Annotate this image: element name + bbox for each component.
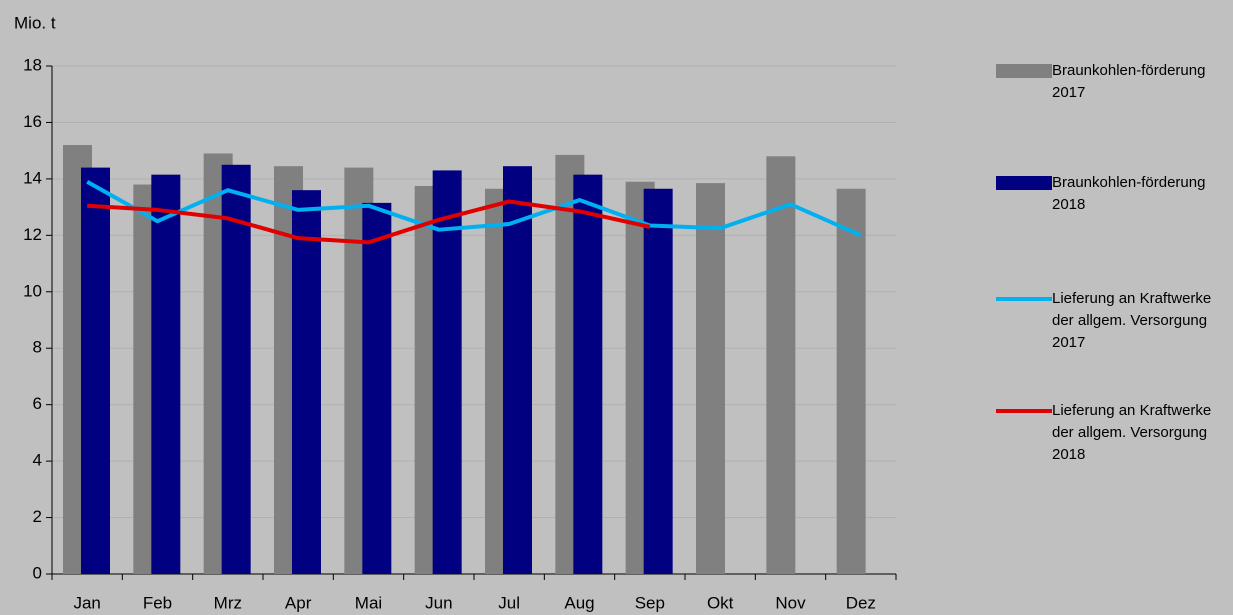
y-tick-label: 4 [33,451,42,470]
x-tick-label: Sep [635,593,665,612]
y-tick-label: 8 [33,338,42,357]
legend-label: Lieferung an Kraftwerke der allgem. Vers… [1052,290,1212,351]
x-tick-label: Feb [143,593,172,612]
legend-label: Braunkohlen-förderung 2017 [1052,62,1206,101]
x-tick-label: Jul [498,593,520,612]
legend-symbol [996,60,1052,82]
x-tick-label: Apr [285,593,312,612]
bar [836,188,866,574]
legend-symbol [996,400,1052,422]
bar [292,190,321,574]
x-tick-label: Mai [355,593,382,612]
x-tick-label: Okt [707,593,734,612]
x-tick-label: Dez [846,593,876,612]
bar [766,156,796,575]
legend-item: Braunkohlen-förderung 2017 [996,60,1212,104]
legend-label: Braunkohlen-förderung 2018 [1052,174,1206,213]
legend-item: Lieferung an Kraftwerke der allgem. Vers… [996,400,1212,466]
bar [643,188,673,574]
bar [503,166,532,574]
x-tick-label: Aug [564,593,594,612]
bar [573,174,603,574]
bar [151,174,181,574]
legend-item: Lieferung an Kraftwerke der allgem. Vers… [996,288,1212,354]
legend-symbol [996,172,1052,194]
bar [432,170,462,574]
y-tick-label: 14 [23,168,42,187]
legend-symbol [996,288,1052,310]
bar [81,167,110,574]
bar [696,183,725,574]
y-tick-label: 0 [33,563,42,582]
legend-label: Lieferung an Kraftwerke der allgem. Vers… [1052,402,1212,463]
legend-item: Braunkohlen-förderung 2018 [996,172,1212,216]
y-tick-label: 10 [23,281,42,300]
y-tick-label: 2 [33,507,42,526]
y-unit-title: Mio. t [14,13,56,32]
line [87,199,651,245]
y-tick-label: 12 [23,225,42,244]
y-tick-label: 16 [23,112,42,131]
line [86,179,862,238]
x-tick-label: Mrz [214,593,242,612]
bar [221,164,251,574]
y-tick-label: 6 [33,394,42,413]
bar [362,202,392,574]
x-tick-label: Jan [73,593,100,612]
x-tick-label: Jun [425,593,452,612]
x-tick-label: Nov [775,593,806,612]
y-tick-label: 18 [23,55,42,74]
